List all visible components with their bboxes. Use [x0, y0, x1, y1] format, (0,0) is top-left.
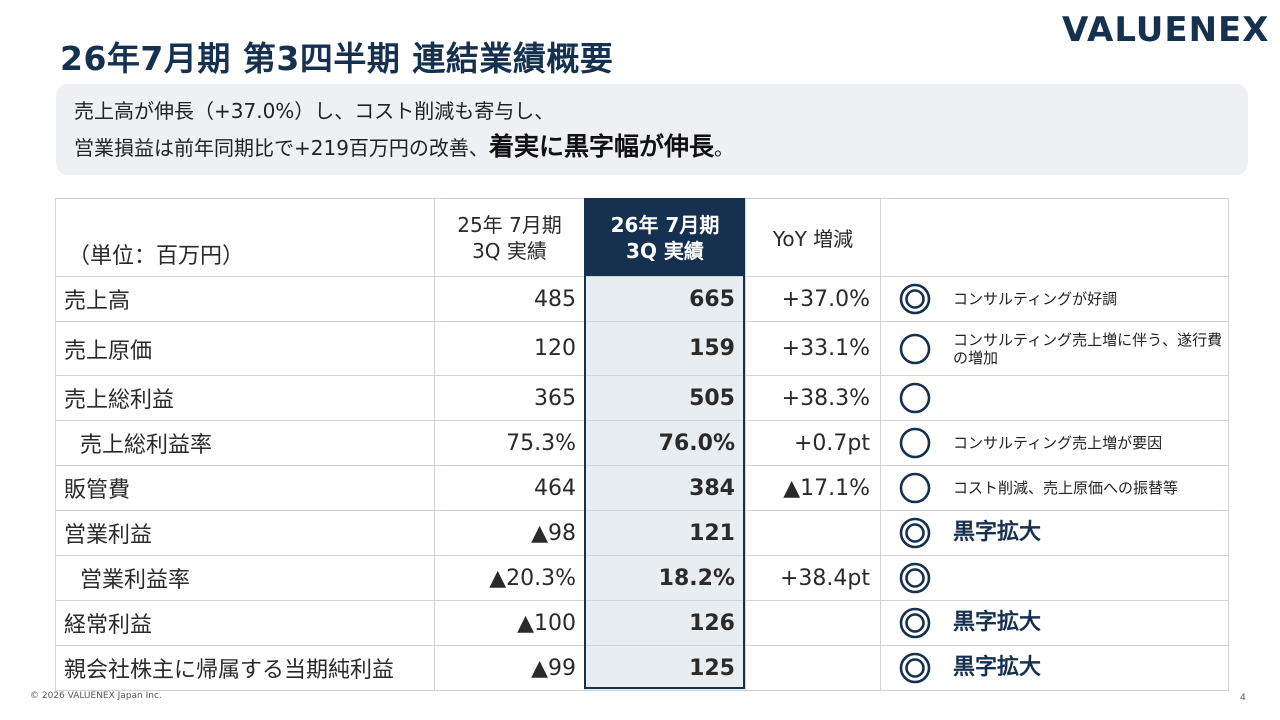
circle-icon: [899, 427, 931, 459]
prev-value: 464: [434, 465, 585, 511]
col-header-prev-line1: 25年 7月期: [457, 212, 562, 237]
current-value: 18.2%: [584, 555, 746, 601]
table-row: 売上総利益 365 505 +38.3%: [55, 375, 1229, 421]
yoy-value: ▲17.1%: [745, 465, 881, 511]
evaluation-note: 黒字拡大: [953, 655, 1042, 680]
yoy-value: [745, 645, 881, 691]
col-header-eval: [880, 198, 1229, 277]
row-label: 営業利益: [55, 510, 435, 556]
table-row: 営業利益率 ▲20.3% 18.2% +38.4pt: [55, 555, 1229, 601]
prev-value: ▲98: [434, 510, 585, 556]
page-number: 4: [1240, 693, 1246, 703]
col-header-current-line1: 26年 7月期: [610, 212, 720, 237]
current-value: 126: [584, 600, 746, 646]
yoy-value: +37.0%: [745, 276, 881, 322]
prev-value: ▲20.3%: [434, 555, 585, 601]
current-value: 76.0%: [584, 420, 746, 466]
current-value: 121: [584, 510, 746, 556]
table-row: 経常利益 ▲100 126 黒字拡大: [55, 600, 1229, 646]
evaluation-note: 黒字拡大: [953, 520, 1042, 545]
page-title: 26年7月期 第3四半期 連結業績概要: [60, 39, 614, 78]
evaluation-cell: [880, 375, 1229, 421]
circle-icon: [899, 472, 931, 504]
double-circle-icon: [899, 517, 931, 549]
double-circle-icon: [899, 607, 931, 639]
yoy-value: [745, 600, 881, 646]
prev-value: ▲100: [434, 600, 585, 646]
evaluation-cell: 黒字拡大: [880, 645, 1229, 691]
prev-value: 365: [434, 375, 585, 421]
row-label: 売上高: [55, 276, 435, 322]
circle-icon: [899, 333, 931, 365]
double-circle-icon: [899, 562, 931, 594]
summary-line-2-suffix: 。: [713, 136, 734, 160]
summary-highlight: 着実に黒字幅が伸長: [488, 132, 714, 161]
evaluation-note: コスト削減、売上原価への振替等: [953, 479, 1179, 497]
col-header-prev-line2: 3Q 実績: [472, 238, 547, 263]
col-header-prev: 25年 7月期 3Q 実績: [434, 198, 585, 277]
table-row: 売上総利益率 75.3% 76.0% +0.7pt コンサルティング売上増が要因: [55, 420, 1229, 466]
evaluation-note: コンサルティング売上増が要因: [953, 434, 1163, 452]
table-row: 親会社株主に帰属する当期純利益 ▲99 125 黒字拡大: [55, 645, 1229, 691]
evaluation-note: コンサルティング売上増に伴う、遂行費の増加: [953, 330, 1223, 367]
prev-value: 120: [434, 321, 585, 376]
col-header-current: 26年 7月期 3Q 実績: [584, 198, 746, 277]
unit-label: （単位：百万円）: [55, 198, 435, 277]
evaluation-cell: コンサルティング売上増に伴う、遂行費の増加: [880, 321, 1229, 376]
circle-icon: [899, 382, 931, 414]
yoy-value: +0.7pt: [745, 420, 881, 466]
evaluation-cell: コスト削減、売上原価への振替等: [880, 465, 1229, 511]
evaluation-cell: コンサルティングが好調: [880, 276, 1229, 322]
table-row: 売上高 485 665 +37.0% コンサルティングが好調: [55, 276, 1229, 322]
summary-line-2: 営業損益は前年同期比で+219百万円の改善、着実に黒字幅が伸長。: [74, 128, 1230, 166]
current-value: 505: [584, 375, 746, 421]
row-label: 営業利益率: [55, 555, 435, 601]
summary-box: 売上高が伸長（+37.0%）し、コスト削減も寄与し、 営業損益は前年同期比で+2…: [56, 84, 1248, 175]
current-value: 384: [584, 465, 746, 511]
yoy-value: +38.4pt: [745, 555, 881, 601]
table-row: 販管費 464 384 ▲17.1% コスト削減、売上原価への振替等: [55, 465, 1229, 511]
evaluation-cell: 黒字拡大: [880, 510, 1229, 556]
current-value: 665: [584, 276, 746, 322]
evaluation-note: コンサルティングが好調: [953, 290, 1118, 308]
yoy-value: +38.3%: [745, 375, 881, 421]
evaluation-cell: コンサルティング売上増が要因: [880, 420, 1229, 466]
evaluation-note: 黒字拡大: [953, 610, 1042, 635]
table-row: 売上原価 120 159 +33.1% コンサルティング売上増に伴う、遂行費の増加: [55, 321, 1229, 376]
col-header-current-line2: 3Q 実績: [626, 238, 704, 263]
double-circle-icon: [899, 652, 931, 684]
evaluation-cell: 黒字拡大: [880, 600, 1229, 646]
row-label: 親会社株主に帰属する当期純利益: [55, 645, 435, 691]
summary-line-2-prefix: 営業損益は前年同期比で+219百万円の改善、: [74, 136, 489, 160]
row-label: 売上総利益率: [55, 420, 435, 466]
current-value: 125: [584, 645, 746, 691]
col-header-yoy: YoY 増減: [745, 198, 881, 277]
evaluation-cell: [880, 555, 1229, 601]
copyright: © 2026 VALUENEX Japan Inc.: [30, 691, 162, 701]
row-label: 販管費: [55, 465, 435, 511]
prev-value: ▲99: [434, 645, 585, 691]
row-label: 経常利益: [55, 600, 435, 646]
results-table: （単位：百万円） 25年 7月期 3Q 実績 26年 7月期 3Q 実績 YoY 増…: [55, 198, 1229, 691]
current-value: 159: [584, 321, 746, 376]
table-header-row: （単位：百万円） 25年 7月期 3Q 実績 26年 7月期 3Q 実績 YoY 増…: [55, 198, 1229, 277]
prev-value: 485: [434, 276, 585, 322]
double-circle-icon: [899, 283, 931, 315]
company-logo: VALUENEX: [1062, 10, 1270, 50]
row-label: 売上原価: [55, 321, 435, 376]
table-row: 営業利益 ▲98 121 黒字拡大: [55, 510, 1229, 556]
row-label: 売上総利益: [55, 375, 435, 421]
summary-line-1: 売上高が伸長（+37.0%）し、コスト削減も寄与し、: [74, 99, 555, 123]
prev-value: 75.3%: [434, 420, 585, 466]
yoy-value: [745, 510, 881, 556]
yoy-value: +33.1%: [745, 321, 881, 376]
